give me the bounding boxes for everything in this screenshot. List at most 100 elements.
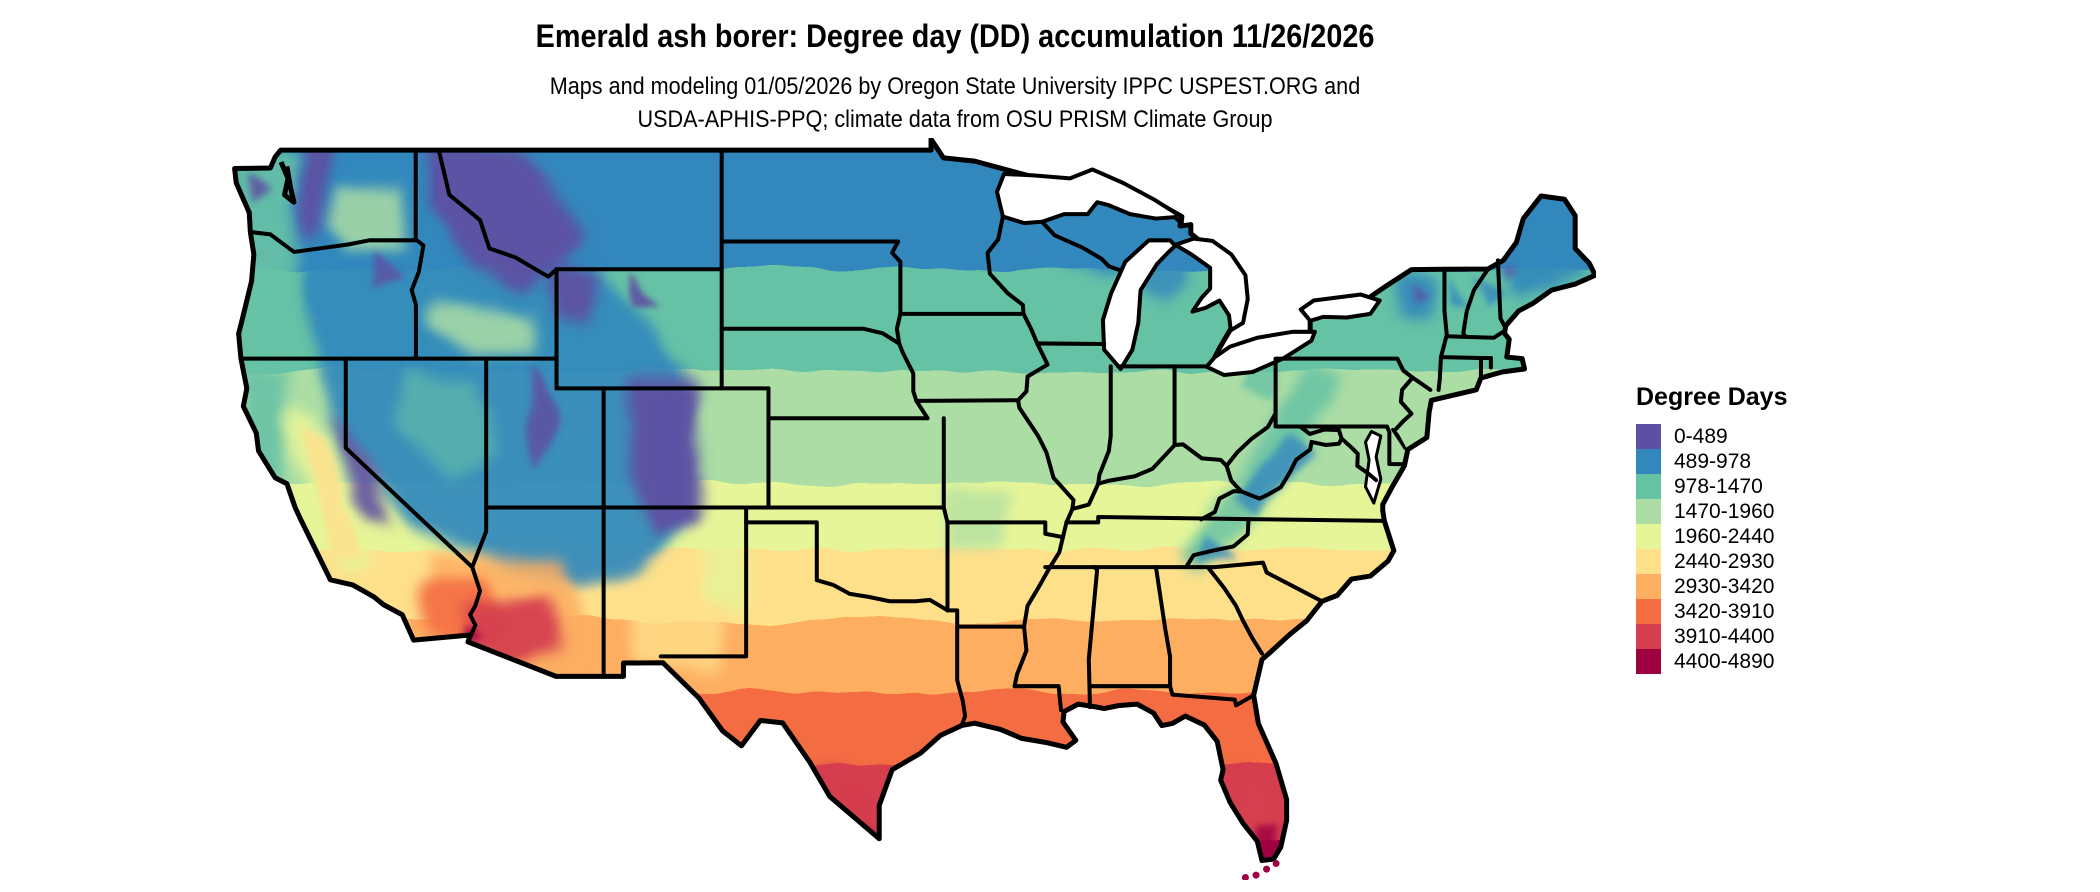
state-border <box>1012 684 1064 713</box>
florida-key-islet <box>1241 874 1249 880</box>
state-border <box>985 214 1076 689</box>
dd-region-blob <box>1236 433 1314 514</box>
state-border <box>894 311 903 346</box>
legend-label: 3420-3910 <box>1674 599 1775 623</box>
dd-region-blob <box>630 593 723 672</box>
legend-item: 1960-2440 <box>1636 524 1787 549</box>
dd-region-blob <box>941 486 1013 553</box>
dd-region-blob <box>329 185 407 252</box>
legend-items: 0-489 489-978 978-1470 1470-1960 1960-2440 24… <box>1636 424 1787 674</box>
dd-region-blob <box>428 299 539 356</box>
us-outline <box>232 138 1596 863</box>
legend-swatch <box>1636 649 1661 674</box>
legend-label: 2440-2930 <box>1674 549 1775 573</box>
dd-region-blob <box>630 379 702 535</box>
state-border <box>1436 267 1449 392</box>
state-border <box>658 505 749 659</box>
state-border <box>914 398 1021 403</box>
dd-region-blob <box>336 412 391 529</box>
dd-region-blob <box>371 248 405 288</box>
legend-swatch <box>1636 499 1661 524</box>
state-border <box>1273 357 1389 429</box>
puget-sound <box>278 161 297 205</box>
state-border <box>409 148 426 361</box>
dd-region-blob <box>300 141 332 243</box>
dd-region-blob <box>300 156 690 588</box>
state-border <box>1153 565 1173 689</box>
state-border <box>1495 258 1507 328</box>
legend-item: 489-978 <box>1636 449 1787 474</box>
state-border <box>248 229 418 254</box>
legend-item: 2930-3420 <box>1636 574 1787 599</box>
legend-label: 489-978 <box>1674 449 1752 473</box>
state-border <box>1239 436 1344 501</box>
state-border <box>343 356 475 570</box>
figure-subtitle-line2: USDA-APHIS-PPQ; climate data from OSU PR… <box>637 106 1273 133</box>
state-border <box>1444 330 1505 340</box>
state-border <box>719 326 902 346</box>
legend-swatch <box>1636 424 1661 449</box>
legend-swatch <box>1636 624 1661 649</box>
legend: Degree Days 0-489 489-978 978-1470 1470-196… <box>1636 383 1787 674</box>
legend-label: 2930-3420 <box>1674 574 1775 598</box>
legend-item: 1470-1960 <box>1636 499 1787 524</box>
legend-label: 1960-2440 <box>1674 524 1775 548</box>
state-border <box>945 608 968 728</box>
dd-region-blob <box>630 272 657 311</box>
state-border <box>466 565 483 644</box>
figure-title: Emerald ash borer: Degree day (DD) accum… <box>535 18 1375 54</box>
state-border <box>470 505 489 570</box>
state-border <box>1064 515 1387 525</box>
florida-keys <box>1241 859 1280 880</box>
chesapeake-bay <box>1363 430 1383 505</box>
state-border <box>1410 375 1433 392</box>
state-border <box>1096 364 1113 486</box>
state-border <box>1384 424 1407 467</box>
legend-title: Degree Days <box>1636 383 1788 411</box>
legend-swatch <box>1636 449 1661 474</box>
state-border <box>436 148 559 279</box>
state-border <box>1438 355 1493 360</box>
legend-swatch <box>1636 599 1661 624</box>
legend-label: 4400-4890 <box>1674 649 1775 673</box>
lake-huron <box>1173 236 1250 333</box>
florida-key-islet <box>1272 859 1280 867</box>
dd-region-blob <box>1257 820 1281 859</box>
state-border <box>897 341 919 403</box>
legend-item: 978-1470 <box>1636 474 1787 499</box>
legend-label: 978-1470 <box>1674 474 1763 498</box>
lake-erie <box>1204 329 1317 378</box>
dd-region-blob <box>465 596 563 663</box>
legend-swatch <box>1636 549 1661 574</box>
florida-key-islet <box>1252 871 1260 879</box>
dd-region-blob <box>701 510 747 615</box>
state-border <box>1168 684 1256 708</box>
dd-region-blob <box>1450 272 1467 308</box>
legend-label: 0-489 <box>1674 424 1728 448</box>
state-border <box>1273 356 1415 380</box>
legend-swatch <box>1636 524 1661 549</box>
figure-subtitle: Maps and modeling 01/05/2026 by Oregon S… <box>325 70 1585 136</box>
state-border <box>1199 489 1244 522</box>
us-degree-day-map <box>232 138 1596 880</box>
legend-swatch <box>1636 574 1661 599</box>
legend-item: 0-489 <box>1636 424 1787 449</box>
dd-region-blob <box>235 153 297 362</box>
figure-header: Emerald ash borer: Degree day (DD) accum… <box>325 16 1585 136</box>
state-border <box>914 398 930 421</box>
state-border <box>1392 375 1415 433</box>
dd-region-blob <box>395 370 502 481</box>
dd-region-blob <box>1502 266 1517 282</box>
legend-item: 4400-4890 <box>1636 649 1787 674</box>
state-border <box>1184 517 1251 570</box>
state-border <box>744 520 950 613</box>
figure-subtitle-line1: Maps and modeling 01/05/2026 by Oregon S… <box>549 73 1361 100</box>
legend-label: 1470-1960 <box>1674 499 1775 523</box>
legend-swatch <box>1636 474 1661 499</box>
state-border <box>1212 560 1325 604</box>
dd-region-blob <box>425 141 589 294</box>
state-border <box>945 520 1065 540</box>
legend-item: 3910-4400 <box>1636 624 1787 649</box>
lake-ontario <box>1298 292 1382 323</box>
